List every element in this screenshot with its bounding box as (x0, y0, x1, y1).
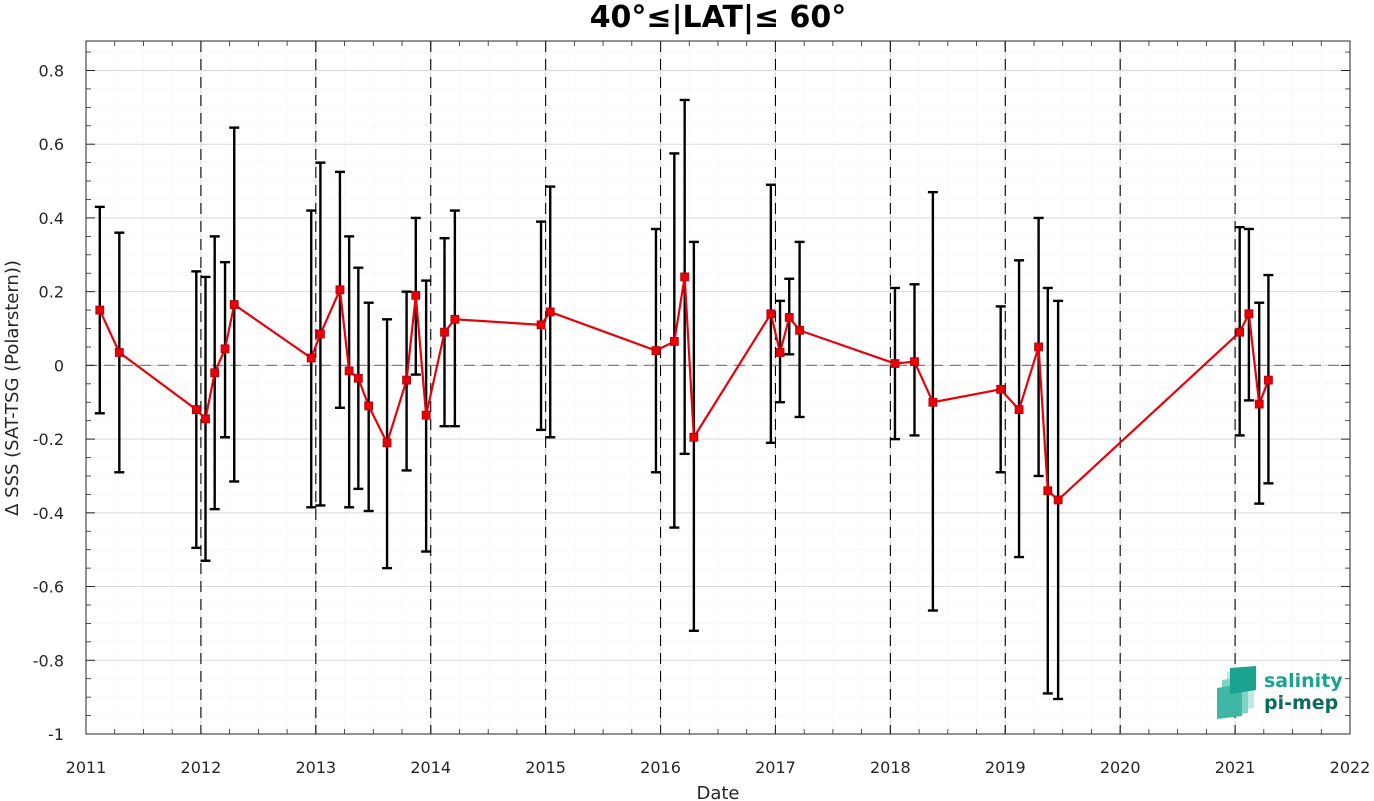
axis-ticks (85, 41, 1351, 735)
x-axis-label: Date (696, 783, 739, 801)
x-tick-label: 2012 (181, 758, 222, 777)
y-tick-label: 0.4 (39, 209, 64, 228)
data-point-marker (545, 307, 555, 317)
year-separators (200, 41, 1236, 734)
data-point-marker (536, 320, 546, 330)
y-tick-label: -0.2 (33, 430, 64, 449)
data-point-marker (421, 410, 431, 420)
data-point-marker (775, 348, 785, 357)
y-tick-label: 0.8 (39, 61, 64, 80)
data-point-marker (1254, 399, 1264, 409)
data-point-marker (335, 285, 345, 295)
data-point-marker (353, 373, 363, 383)
data-point-marker (191, 405, 201, 415)
x-tick-label: 2011 (66, 758, 107, 777)
x-axis-tick-labels: 2011 2012 2013 2014 2015 2016 2017 2018 2019 2020… (66, 758, 1371, 777)
data-point-marker (669, 337, 679, 346)
y-tick-label: 0.2 (39, 283, 64, 302)
data-point-marker (1043, 486, 1053, 496)
data-point-marker (680, 272, 690, 282)
x-tick-label: 2014 (410, 758, 451, 777)
plot-area (85, 40, 1351, 735)
data-point-marker (766, 309, 776, 319)
logo-text-pi-mep: pi-mep (1264, 692, 1338, 714)
data-point-marker (1244, 309, 1254, 319)
y-axis-label: Δ SSS (SAT-TSG (Polarstern)) (2, 260, 23, 516)
x-tick-label: 2022 (1330, 758, 1371, 777)
data-point-marker (95, 305, 105, 315)
data-point-marker (928, 397, 938, 407)
y-tick-label: -0.8 (33, 651, 64, 670)
data-point-marker (1053, 495, 1063, 505)
data-point-marker (795, 325, 804, 335)
grid (85, 41, 1351, 735)
y-tick-label: 0 (54, 356, 64, 375)
data-point-marker (229, 300, 239, 309)
y-tick-label: -0.6 (33, 578, 64, 597)
logo-text-salinity: salinity (1264, 670, 1343, 692)
data-point-marker (910, 357, 919, 367)
data-point-marker (689, 432, 699, 442)
data-point-marker (364, 401, 374, 411)
data-point-marker (210, 368, 220, 378)
data-point-marker (382, 438, 392, 448)
data-point-marker (402, 375, 411, 385)
chart-title: 40°≤|LAT|≤ 60° (590, 0, 847, 35)
data-point-marker (316, 329, 325, 339)
data-point-marker (306, 353, 316, 363)
x-tick-label: 2013 (295, 758, 336, 777)
data-point-marker (344, 366, 354, 376)
x-tick-label: 2019 (985, 758, 1026, 777)
data-point-marker (220, 344, 230, 354)
data-point-marker (201, 414, 210, 424)
data-point-marker (1014, 405, 1024, 415)
x-tick-label: 2015 (525, 758, 566, 777)
data-point-marker (1034, 342, 1043, 352)
y-tick-label: 0.6 (39, 135, 64, 154)
x-tick-label: 2018 (870, 758, 911, 777)
y-tick-label: -1 (48, 725, 64, 744)
error-bars (94, 98, 1274, 701)
x-tick-label: 2021 (1215, 758, 1256, 777)
data-point-marker (114, 348, 124, 357)
x-tick-label: 2017 (755, 758, 796, 777)
logo-wave-icon (1217, 666, 1256, 719)
data-point-marker (784, 313, 794, 322)
y-tick-label: -0.4 (33, 504, 64, 523)
data-point-marker (1264, 375, 1273, 385)
series-markers (95, 272, 1273, 505)
y-axis-tick-labels: 0.8 0.6 0.4 0.2 0 -0.2 -0.4 -0.6 -0.8 -1 (33, 61, 64, 744)
data-point-marker (890, 359, 900, 368)
data-point-marker (450, 314, 460, 324)
data-point-marker (1235, 327, 1245, 337)
data-point-marker (411, 290, 421, 300)
x-tick-label: 2020 (1100, 758, 1141, 777)
x-tick-label: 2016 (640, 758, 681, 777)
salinity-pi-mep-logo: salinity pi-mep (1217, 666, 1343, 719)
data-point-marker (440, 327, 449, 337)
data-point-marker (651, 346, 661, 356)
data-point-marker (996, 384, 1006, 394)
